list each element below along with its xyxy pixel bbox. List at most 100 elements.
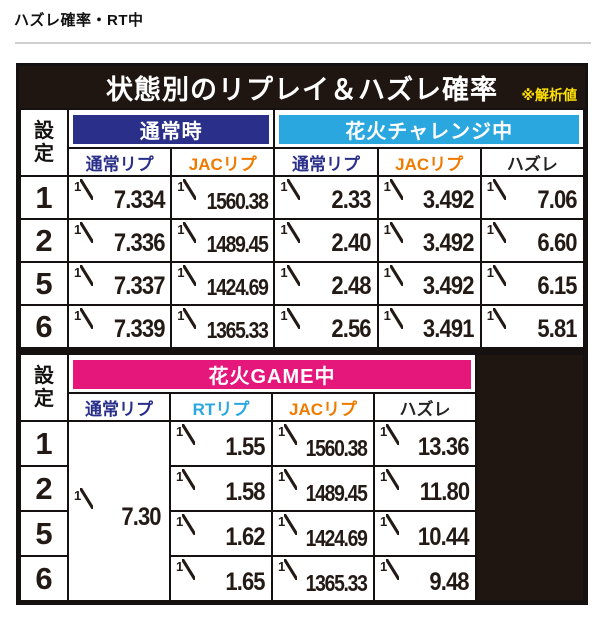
prob-cell: 1 11.80 — [373, 465, 477, 512]
col-header-jac-rep: JACリプ — [170, 147, 276, 177]
fraction-prefix: 1 — [278, 469, 298, 495]
table-row: 5 1 7.337 1 1424.69 1 2.48 1 3.492 1 6.15 — [19, 261, 586, 306]
col-header-hazure: ハズレ — [373, 392, 477, 422]
group-header-game-cell: 花火GAME中 — [67, 353, 477, 394]
fraction-slash-icon — [389, 308, 403, 329]
table-title-bar: 状態別のリプレイ＆ハズレ確率 ※解析値 — [19, 66, 585, 108]
fraction-prefix: 1 — [380, 559, 400, 585]
fraction-slash-icon — [389, 179, 403, 200]
prob-cell: 1 1.58 — [169, 465, 273, 512]
fraction-prefix: 1 — [278, 559, 298, 585]
fraction-prefix: 1 — [74, 488, 94, 514]
table-row: 6 1 1.65 1 1365.33 1 9.48 — [19, 555, 584, 602]
table-normal-and-challenge: 設定 通常時 花火チャレンジ中 通常リプ JACリプ 通常リプ JACリプ ハズ… — [19, 108, 586, 349]
fraction-slash-icon — [183, 265, 197, 286]
col-header-normal-rep: 通常リプ — [67, 392, 171, 422]
prob-cell: 1 2.33 — [273, 175, 379, 220]
fraction-slash-icon — [386, 559, 400, 580]
prob-cell: 1 1.65 — [169, 555, 273, 602]
fraction-slash-icon — [492, 222, 506, 243]
fraction-prefix: 1 — [278, 514, 298, 540]
fraction-slash-icon — [80, 265, 94, 286]
fraction-slash-icon — [182, 469, 196, 490]
section-separator — [19, 349, 585, 353]
fraction-prefix: 1 — [280, 308, 300, 334]
page-heading: ハズレ確率・RT中 — [14, 12, 144, 29]
fraction-slash-icon — [286, 179, 300, 200]
prob-cell: 1 6.60 — [479, 218, 586, 263]
fraction-prefix: 1 — [487, 265, 506, 291]
group-header-challenge: 花火チャレンジ中 — [279, 115, 579, 144]
prob-cell: 1 2.56 — [273, 304, 379, 349]
fraction-slash-icon — [286, 265, 300, 286]
prob-cell: 1 6.15 — [479, 261, 586, 306]
fraction-slash-icon — [386, 514, 400, 535]
fraction-slash-icon — [80, 488, 94, 509]
fraction-prefix: 1 — [74, 265, 94, 291]
black-filler-area — [475, 353, 585, 602]
fraction-slash-icon — [80, 179, 94, 200]
prob-cell: 1 2.40 — [273, 218, 379, 263]
prob-cell-merged-normal-rep: 1 7.30 — [67, 420, 171, 602]
fraction-prefix: 1 — [384, 265, 403, 291]
fraction-prefix: 1 — [74, 222, 94, 248]
heading-divider — [15, 42, 591, 44]
fraction-prefix: 1 — [380, 514, 400, 540]
prob-cell: 1 3.492 — [376, 218, 482, 263]
table-row: 1 1 7.30 1 1.55 1 1560.38 1 13.36 — [19, 420, 584, 602]
fraction-prefix: 1 — [177, 308, 197, 334]
col-header-jac-rep: JACリプ — [271, 392, 375, 422]
fraction-prefix: 1 — [177, 179, 197, 205]
fraction-prefix: 1 — [384, 222, 403, 248]
fraction-prefix: 1 — [280, 179, 300, 205]
fraction-prefix: 1 — [487, 222, 506, 248]
col-header-normal-rep: 通常リプ — [273, 147, 379, 177]
setting-column-header: 設定 — [19, 108, 69, 177]
fraction-prefix: 1 — [487, 179, 506, 205]
col-header-rt-rep: RTリプ — [169, 392, 273, 422]
fraction-prefix: 1 — [280, 222, 300, 248]
fraction-slash-icon — [286, 222, 300, 243]
prob-cell: 1 3.492 — [376, 261, 482, 306]
table-hanabi-game: 設定 花火GAME中 通常リプ RTリプ JACリプ ハズレ 1 1 7.30 1… — [19, 353, 585, 602]
setting-number: 1 — [19, 175, 69, 220]
table-row: 1 1 7.334 1 1560.38 1 2.33 1 3.492 1 7.06 — [19, 175, 586, 220]
prob-cell: 1 1.62 — [169, 510, 273, 557]
prob-cell: 1 1560.38 — [170, 175, 276, 220]
fraction-prefix: 1 — [177, 265, 197, 291]
prob-cell: 1 2.48 — [273, 261, 379, 306]
fraction-prefix: 1 — [380, 469, 400, 495]
fraction-prefix: 1 — [278, 424, 298, 450]
fraction-slash-icon — [389, 265, 403, 286]
prob-cell: 1 1424.69 — [170, 261, 276, 306]
fraction-prefix: 1 — [380, 424, 400, 450]
fraction-prefix: 1 — [487, 308, 506, 334]
fraction-slash-icon — [183, 222, 197, 243]
col-header-hazure: ハズレ — [479, 147, 586, 177]
fraction-slash-icon — [492, 179, 506, 200]
prob-cell: 1 7.06 — [479, 175, 586, 220]
col-header-jac-rep: JACリプ — [376, 147, 482, 177]
setting-column-header: 設定 — [19, 353, 69, 422]
prob-cell: 1 13.36 — [373, 420, 477, 467]
setting-number: 5 — [19, 261, 69, 306]
setting-number: 6 — [19, 304, 69, 349]
fraction-slash-icon — [386, 469, 400, 490]
fraction-slash-icon — [80, 308, 94, 329]
table-row: 2 1 1.58 1 1489.45 1 11.80 — [19, 465, 584, 512]
fraction-slash-icon — [492, 265, 506, 286]
fraction-slash-icon — [492, 308, 506, 329]
table-row: 5 1 1.62 1 1424.69 1 10.44 — [19, 510, 584, 557]
setting-number: 5 — [19, 510, 69, 557]
prob-cell: 1 7.334 — [66, 175, 173, 220]
fraction-prefix: 1 — [384, 308, 403, 334]
fraction-slash-icon — [183, 308, 197, 329]
group-header-normal-cell: 通常時 — [66, 108, 276, 149]
prob-cell: 1 1424.69 — [271, 510, 375, 557]
analysis-note: ※解析値 — [521, 87, 577, 103]
prob-cell: 1 7.336 — [66, 218, 173, 263]
fraction-prefix: 1 — [177, 222, 197, 248]
fraction-slash-icon — [389, 222, 403, 243]
fraction-slash-icon — [386, 424, 400, 445]
fraction-prefix: 1 — [176, 559, 196, 585]
